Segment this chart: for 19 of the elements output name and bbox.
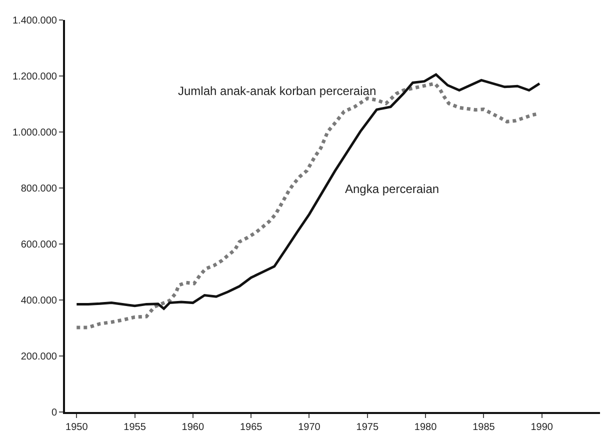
x-tick-label: 1970 — [298, 422, 321, 433]
series-label: Angka perceraian — [345, 182, 440, 196]
y-tick-label: 1.200.000 — [12, 72, 58, 82]
y-tick-label: 800.000 — [20, 184, 58, 194]
x-tick-label: 1990 — [530, 422, 554, 433]
x-tick-label: 1960 — [182, 422, 204, 433]
y-tick-label: 1.400.000 — [12, 16, 58, 26]
x-tick-label: 1955 — [124, 422, 146, 433]
y-tick-label: 400.000 — [20, 296, 58, 306]
y-tick-label: 0 — [51, 408, 58, 418]
y-tick-label: 1.000.000 — [12, 128, 58, 138]
series-label: Jumlah anak-anak korban perceraian — [178, 84, 376, 98]
x-tick-label: 1980 — [414, 422, 438, 433]
y-tick-label: 200.000 — [20, 352, 58, 362]
x-tick-label: 1950 — [66, 422, 88, 433]
x-tick-label: 1965 — [240, 422, 263, 433]
x-tick-label: 1985 — [472, 422, 496, 433]
x-tick-label: 1975 — [356, 422, 379, 433]
y-tick-label: 600.000 — [20, 240, 58, 250]
